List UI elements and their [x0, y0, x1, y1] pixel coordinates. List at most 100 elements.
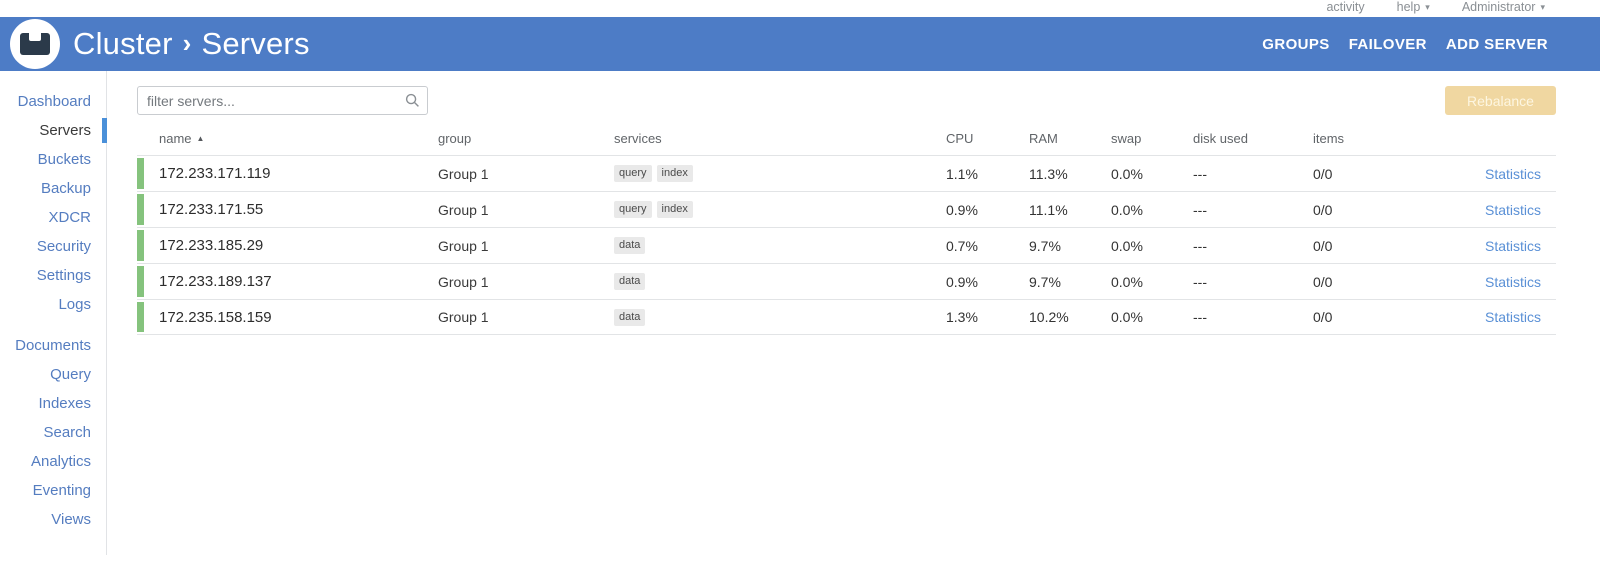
sidebar-item-security[interactable]: Security — [36, 238, 91, 255]
server-cpu: 1.1% — [946, 165, 978, 182]
server-items: 0/0 — [1313, 165, 1333, 182]
server-group: Group 1 — [438, 237, 489, 254]
app-header: Cluster › Servers GROUPS FAILOVER ADD SE… — [0, 17, 1600, 71]
server-cpu: 0.9% — [946, 201, 978, 218]
user-menu[interactable]: Administrator ▾ — [1462, 0, 1545, 15]
rebalance-button[interactable]: Rebalance — [1445, 86, 1556, 115]
sidebar-item-xdcr[interactable]: XDCR — [48, 209, 91, 226]
sidebar-item-settings[interactable]: Settings — [36, 267, 91, 284]
sidebar-item-eventing[interactable]: Eventing — [32, 482, 91, 499]
server-items: 0/0 — [1313, 237, 1333, 254]
column-header-disk-used[interactable]: disk used — [1193, 131, 1248, 146]
service-badge: data — [614, 308, 646, 326]
server-name: 172.233.171.119 — [159, 165, 271, 182]
column-header-swap[interactable]: swap — [1111, 131, 1142, 146]
help-label: help — [1396, 0, 1421, 14]
server-services: data — [614, 273, 946, 290]
activity-link[interactable]: activity — [1326, 0, 1364, 15]
sidebar-item-servers[interactable]: Servers — [0, 116, 107, 145]
sidebar-item-documents[interactable]: Documents — [15, 337, 91, 354]
server-name: 172.233.171.55 — [159, 201, 264, 218]
service-badge: index — [656, 201, 693, 218]
server-group: Group 1 — [438, 309, 489, 325]
server-disk-used: --- — [1193, 309, 1207, 325]
server-cpu: 0.9% — [946, 273, 978, 290]
server-ram: 9.7% — [1029, 273, 1061, 290]
sidebar-item-backup[interactable]: Backup — [40, 180, 91, 197]
statistics-link[interactable]: Statistics — [1484, 273, 1541, 290]
sidebar-item-views[interactable]: Views — [51, 511, 91, 528]
statistics-link[interactable]: Statistics — [1484, 165, 1541, 182]
breadcrumb: Cluster › Servers — [73, 26, 310, 62]
health-bar — [137, 194, 144, 225]
sidebar-item-logs[interactable]: Logs — [58, 296, 91, 313]
couchbase-logo — [10, 19, 60, 69]
user-label: Administrator — [1461, 0, 1536, 14]
breadcrumb-root[interactable]: Cluster — [73, 26, 173, 61]
server-swap: 0.0% — [1111, 237, 1143, 254]
sidebar-group-data: Documents Query Indexes Search Analytics… — [0, 331, 106, 534]
health-bar — [137, 230, 144, 261]
table-row[interactable]: 172.233.171.119 Group 1 query index 1.1%… — [137, 155, 1556, 191]
column-header-ram[interactable]: RAM — [1029, 131, 1058, 146]
table-row[interactable]: 172.233.189.137 Group 1 data 0.9% 9.7% 0… — [137, 263, 1556, 299]
table-row[interactable]: 172.233.185.29 Group 1 data 0.7% 9.7% 0.… — [137, 227, 1556, 263]
sidebar-nav: Dashboard Servers Buckets Backup XDCR Se… — [0, 71, 107, 555]
column-header-items[interactable]: items — [1313, 131, 1345, 146]
server-swap: 0.0% — [1111, 201, 1143, 218]
server-disk-used: --- — [1193, 237, 1207, 254]
help-menu[interactable]: help ▾ — [1397, 0, 1430, 15]
server-cpu: 1.3% — [946, 309, 978, 325]
health-bar — [137, 302, 144, 332]
server-group: Group 1 — [438, 273, 489, 290]
sidebar-item-dashboard[interactable]: Dashboard — [17, 93, 91, 110]
search-icon — [405, 93, 419, 107]
breadcrumb-current: Servers — [201, 26, 310, 61]
service-badge: index — [656, 165, 693, 182]
activity-label: activity — [1326, 0, 1365, 14]
statistics-link[interactable]: Statistics — [1484, 309, 1541, 325]
table-row[interactable]: 172.235.158.159 Group 1 data 1.3% 10.2% … — [137, 299, 1556, 335]
server-cpu: 0.7% — [946, 237, 978, 254]
server-group: Group 1 — [438, 165, 489, 182]
server-ram: 9.7% — [1029, 237, 1061, 254]
server-swap: 0.0% — [1111, 309, 1143, 325]
server-ram: 10.2% — [1029, 309, 1069, 325]
sort-asc-icon: ▲ — [196, 133, 205, 143]
server-disk-used: --- — [1193, 201, 1207, 218]
groups-button[interactable]: GROUPS — [1262, 35, 1330, 53]
caret-down-icon: ▾ — [1540, 2, 1545, 12]
health-bar — [137, 266, 144, 297]
server-items: 0/0 — [1313, 201, 1333, 218]
sidebar-item-query[interactable]: Query — [50, 366, 91, 383]
sidebar-item-buckets[interactable]: Buckets — [37, 151, 91, 168]
statistics-link[interactable]: Statistics — [1484, 201, 1541, 218]
health-bar — [137, 158, 144, 189]
server-group: Group 1 — [438, 201, 489, 218]
service-badge: data — [614, 237, 646, 254]
server-swap: 0.0% — [1111, 273, 1143, 290]
server-disk-used: --- — [1193, 273, 1207, 290]
add-server-button[interactable]: ADD SERVER — [1445, 35, 1548, 53]
sidebar-item-analytics[interactable]: Analytics — [30, 453, 91, 470]
table-header-row: name ▲ group services CPU RAM swap disk … — [137, 122, 1556, 155]
column-header-group[interactable]: group — [438, 131, 472, 146]
sidebar-item-indexes[interactable]: Indexes — [38, 395, 91, 412]
statistics-link[interactable]: Statistics — [1484, 237, 1541, 254]
table-row[interactable]: 172.233.171.55 Group 1 query index 0.9% … — [137, 191, 1556, 227]
filter-wrap — [137, 86, 428, 115]
server-name: 172.233.189.137 — [159, 273, 272, 290]
server-disk-used: --- — [1193, 165, 1207, 182]
column-header-cpu[interactable]: CPU — [946, 131, 974, 146]
failover-button[interactable]: FAILOVER — [1348, 35, 1427, 53]
column-header-services[interactable]: services — [614, 131, 662, 146]
server-services: data — [614, 237, 946, 254]
service-badge: data — [614, 273, 646, 290]
server-items: 0/0 — [1313, 273, 1333, 290]
servers-toolbar: Rebalance — [137, 86, 1556, 115]
caret-down-icon: ▾ — [1425, 2, 1430, 12]
sidebar-item-search[interactable]: Search — [43, 424, 91, 441]
column-header-name[interactable]: name ▲ — [159, 131, 205, 146]
filter-servers-input[interactable] — [137, 86, 428, 115]
server-swap: 0.0% — [1111, 165, 1143, 182]
